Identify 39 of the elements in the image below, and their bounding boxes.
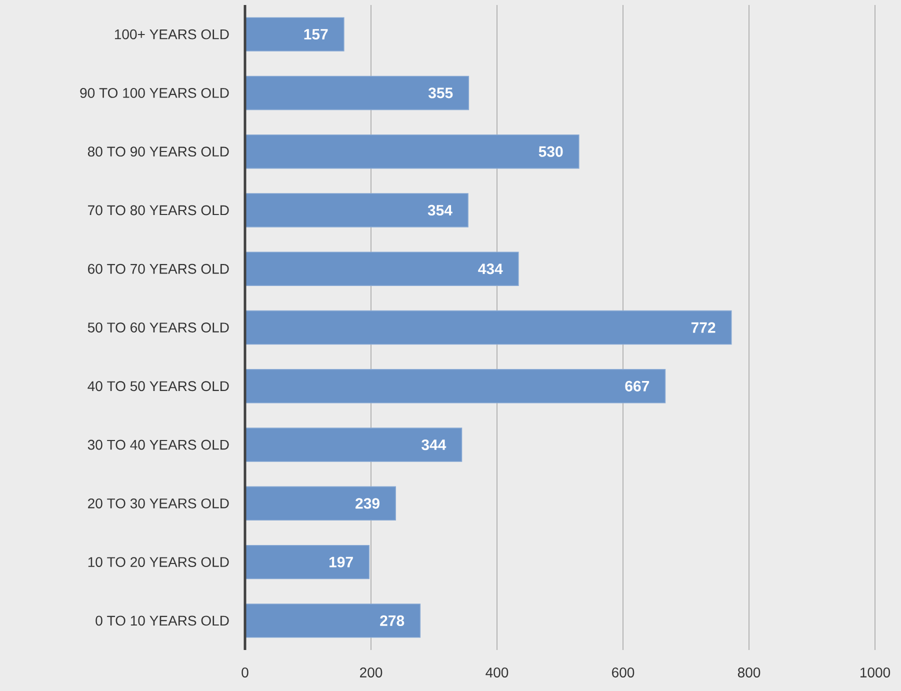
bar [244,428,462,462]
y-tick-label: 20 TO 30 YEARS OLD [88,498,229,508]
bar [244,193,468,228]
data-label: 530 [538,146,563,157]
y-tick-label: 80 TO 90 YEARS OLD [88,146,229,157]
bar [244,486,396,521]
bar [244,76,470,110]
y-tick-label: 40 TO 50 YEARS OLD [88,381,229,392]
y-tick-label: 70 TO 80 YEARS OLD [88,205,229,216]
data-label: 434 [478,264,503,274]
bar [244,310,732,345]
data-label: 239 [356,498,380,509]
data-label: 772 [691,322,716,333]
y-tick-label: 10 TO 20 YEARS OLD [88,557,229,568]
data-label: 344 [422,439,446,450]
data-label: 355 [428,88,453,98]
x-tick-label: 1000 [860,668,890,678]
data-label: 667 [625,380,650,392]
y-tick-label: 60 TO 70 YEARS OLD [88,264,229,274]
data-label: 278 [380,615,404,626]
bar [244,17,344,52]
bar [244,369,666,404]
y-tick-label: 90 TO 100 YEARS OLD [80,88,229,98]
y-tick-label: 30 TO 40 YEARS OLD [88,440,229,450]
y-tick-label: 100+ YEARS OLD [114,29,229,40]
data-label: 157 [304,29,328,40]
y-tick-label: 0 TO 10 YEARS OLD [96,616,229,626]
bar [244,134,580,169]
data-label: 354 [428,204,452,216]
x-tick-label: 600 [612,668,634,678]
bar [244,604,421,638]
bar [244,544,370,580]
bar [244,252,519,286]
y-tick-label: 50 TO 60 YEARS OLD [88,322,229,332]
x-tick-label: 400 [486,668,508,678]
x-tick-label: 0 [242,668,248,678]
x-tick-label: 800 [738,668,760,678]
data-label: 197 [329,556,353,568]
x-tick-label: 200 [360,668,382,678]
